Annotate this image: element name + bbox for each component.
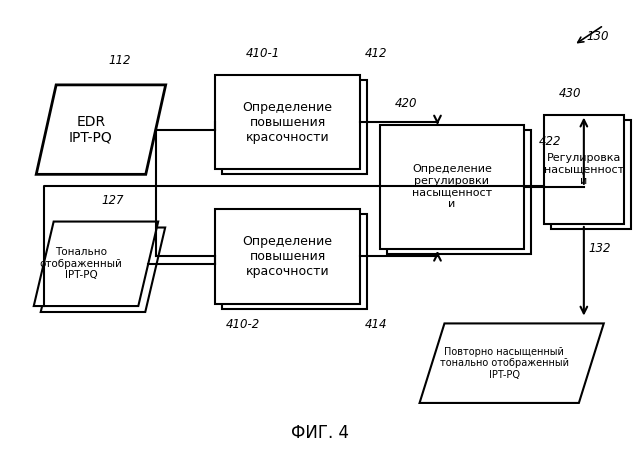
Text: 422: 422 bbox=[539, 134, 561, 148]
Text: Определение
повышения
красочности: Определение повышения красочности bbox=[243, 235, 333, 278]
Text: EDR
IPT-PQ: EDR IPT-PQ bbox=[69, 114, 113, 145]
Bar bbox=[216, 75, 360, 169]
Text: 112: 112 bbox=[109, 54, 131, 67]
Bar bbox=[551, 120, 630, 229]
Polygon shape bbox=[36, 85, 166, 174]
Polygon shape bbox=[34, 222, 158, 306]
Text: 127: 127 bbox=[101, 194, 124, 207]
Polygon shape bbox=[41, 228, 165, 312]
Text: 412: 412 bbox=[365, 47, 387, 60]
Bar bbox=[380, 125, 524, 249]
Text: Регулировка
насыщенност
и: Регулировка насыщенност и bbox=[544, 153, 624, 186]
Text: 410-2: 410-2 bbox=[225, 319, 260, 331]
Bar bbox=[223, 214, 367, 308]
Text: 420: 420 bbox=[395, 97, 417, 110]
Bar bbox=[544, 115, 623, 224]
Text: 414: 414 bbox=[365, 319, 387, 331]
Text: Определение
регулировки
насыщенност
и: Определение регулировки насыщенност и bbox=[412, 164, 492, 209]
Text: Тонально
отображенный
IPT-PQ: Тонально отображенный IPT-PQ bbox=[40, 247, 122, 280]
Text: 132: 132 bbox=[589, 242, 611, 255]
Polygon shape bbox=[420, 324, 604, 403]
Text: 130: 130 bbox=[586, 30, 609, 43]
Bar bbox=[223, 80, 367, 174]
Text: Определение
повышения
красочности: Определение повышения красочности bbox=[243, 101, 333, 144]
Text: 410-1: 410-1 bbox=[245, 47, 280, 60]
Bar bbox=[216, 209, 360, 303]
Text: 430: 430 bbox=[559, 87, 582, 100]
Bar bbox=[387, 129, 531, 254]
Text: ФИГ. 4: ФИГ. 4 bbox=[291, 424, 349, 442]
Text: Повторно насыщенный
тонально отображенный
IPT-PQ: Повторно насыщенный тонально отображенны… bbox=[440, 347, 569, 380]
